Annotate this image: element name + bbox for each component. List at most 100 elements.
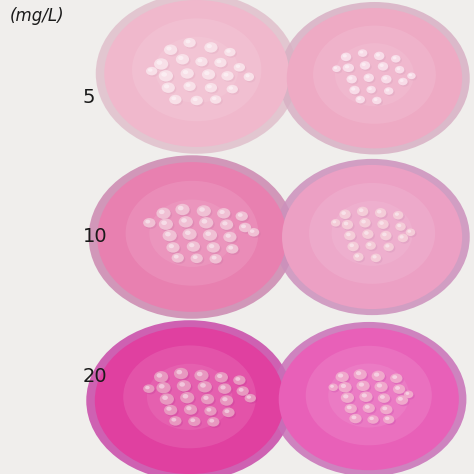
Ellipse shape [240,224,253,234]
Ellipse shape [379,221,390,230]
Ellipse shape [380,395,385,399]
Ellipse shape [364,73,374,82]
Ellipse shape [332,65,341,72]
Ellipse shape [359,51,363,54]
Ellipse shape [236,377,240,381]
Ellipse shape [185,406,199,416]
Ellipse shape [190,418,202,428]
Ellipse shape [378,62,388,71]
Ellipse shape [409,73,412,76]
Ellipse shape [159,210,164,214]
Ellipse shape [367,415,379,424]
Ellipse shape [313,26,436,124]
Ellipse shape [185,39,197,49]
Ellipse shape [175,369,190,381]
Ellipse shape [132,18,261,121]
Ellipse shape [393,211,403,219]
Ellipse shape [359,218,371,228]
Ellipse shape [390,374,402,383]
Ellipse shape [205,231,211,236]
Ellipse shape [375,53,386,62]
Ellipse shape [225,410,229,413]
Ellipse shape [394,212,405,221]
Ellipse shape [165,406,179,417]
Ellipse shape [337,373,350,383]
Ellipse shape [218,383,231,394]
Ellipse shape [399,235,410,244]
Ellipse shape [206,44,219,54]
Ellipse shape [217,208,230,219]
Ellipse shape [361,219,372,229]
Ellipse shape [366,86,376,93]
Ellipse shape [373,372,386,383]
Ellipse shape [156,208,171,219]
Ellipse shape [340,383,353,394]
Ellipse shape [173,255,185,264]
Ellipse shape [201,219,207,224]
Ellipse shape [220,219,233,230]
Ellipse shape [160,220,174,231]
Ellipse shape [349,414,362,423]
Ellipse shape [341,392,354,403]
Ellipse shape [168,244,181,254]
Ellipse shape [166,46,172,51]
Ellipse shape [392,56,396,59]
Ellipse shape [306,346,432,446]
Ellipse shape [210,254,222,264]
Ellipse shape [237,386,249,396]
Ellipse shape [161,220,167,225]
Ellipse shape [166,242,180,253]
Ellipse shape [346,232,357,242]
Ellipse shape [159,384,164,389]
Ellipse shape [143,384,155,393]
Ellipse shape [226,244,238,254]
Ellipse shape [379,395,392,404]
Ellipse shape [182,70,195,80]
Ellipse shape [184,404,197,415]
Ellipse shape [398,78,408,85]
Ellipse shape [156,60,162,65]
Ellipse shape [274,159,470,315]
Ellipse shape [238,388,250,397]
Ellipse shape [159,219,173,230]
Ellipse shape [204,406,217,416]
Ellipse shape [359,383,364,387]
Ellipse shape [395,386,400,390]
Ellipse shape [351,87,356,91]
Ellipse shape [362,63,366,66]
Ellipse shape [392,375,397,379]
Ellipse shape [346,405,358,415]
Text: (mg/L): (mg/L) [9,7,64,25]
Ellipse shape [147,68,159,77]
Ellipse shape [165,232,171,237]
Ellipse shape [365,405,370,409]
Text: 20: 20 [83,367,108,386]
Ellipse shape [207,242,220,253]
Ellipse shape [407,230,411,233]
Ellipse shape [166,407,172,411]
Ellipse shape [89,155,295,319]
Ellipse shape [236,64,240,68]
Ellipse shape [238,213,243,217]
Ellipse shape [398,234,408,242]
Ellipse shape [145,219,157,229]
Ellipse shape [309,183,435,284]
Ellipse shape [383,76,387,80]
Ellipse shape [224,48,236,56]
Ellipse shape [383,407,387,410]
Ellipse shape [221,221,235,231]
Ellipse shape [241,225,246,228]
Ellipse shape [227,85,238,93]
Ellipse shape [393,384,405,394]
Ellipse shape [160,393,174,405]
Ellipse shape [383,243,394,251]
Ellipse shape [349,86,360,94]
Ellipse shape [336,372,349,382]
Ellipse shape [219,210,232,220]
Ellipse shape [356,96,365,103]
Ellipse shape [210,95,221,104]
Ellipse shape [162,395,168,400]
Ellipse shape [344,231,356,240]
Ellipse shape [174,368,188,379]
Ellipse shape [349,243,360,253]
